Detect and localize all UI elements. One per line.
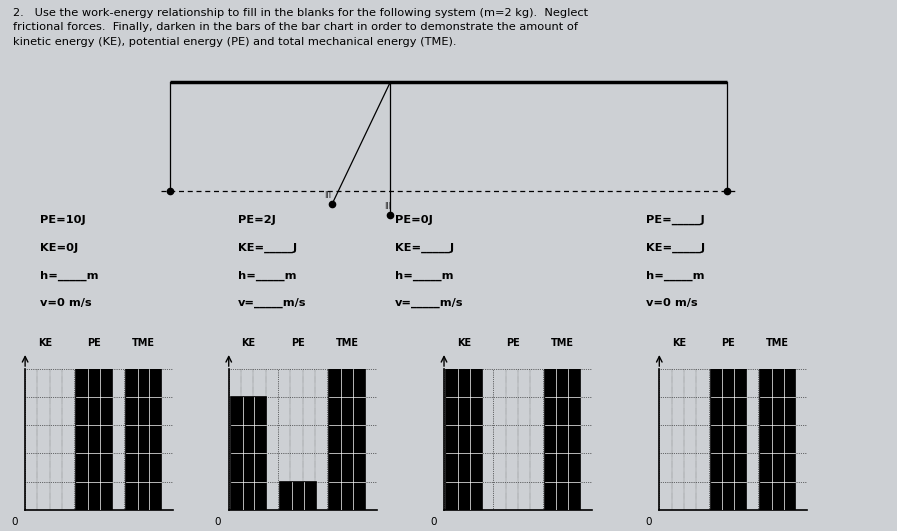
Text: v=0 m/s: v=0 m/s — [40, 298, 92, 308]
Text: kinetic energy (KE), potential energy (PE) and total mechanical energy (TME).: kinetic energy (KE), potential energy (P… — [13, 37, 457, 47]
Text: 0: 0 — [12, 517, 18, 527]
Text: PE: PE — [506, 338, 520, 348]
Text: KE=0J: KE=0J — [40, 243, 79, 253]
Text: KE: KE — [38, 338, 52, 348]
Text: PE: PE — [721, 338, 736, 348]
Text: KE: KE — [457, 338, 471, 348]
Text: TME: TME — [132, 338, 155, 348]
Text: h=_____m: h=_____m — [40, 270, 99, 280]
Text: v=0 m/s: v=0 m/s — [646, 298, 698, 308]
Text: KE=_____J: KE=_____J — [646, 243, 705, 253]
Bar — [329, 369, 365, 510]
Text: h=_____m: h=_____m — [395, 270, 453, 280]
Bar — [446, 369, 482, 510]
Text: v=_____m/s: v=_____m/s — [238, 298, 306, 308]
Text: |||: ||| — [324, 191, 331, 198]
Text: KE=_____J: KE=_____J — [238, 243, 297, 253]
Text: TME: TME — [551, 338, 574, 348]
Text: KE=_____J: KE=_____J — [395, 243, 454, 253]
Text: PE: PE — [87, 338, 101, 348]
Text: 0: 0 — [646, 517, 652, 527]
Text: h=_____m: h=_____m — [646, 270, 704, 280]
Bar — [280, 482, 316, 510]
Text: frictional forces.  Finally, darken in the bars of the bar chart in order to dem: frictional forces. Finally, darken in th… — [13, 22, 579, 32]
Text: 2.   Use the work-energy relationship to fill in the blanks for the following sy: 2. Use the work-energy relationship to f… — [13, 8, 588, 18]
Text: PE: PE — [291, 338, 305, 348]
Text: PE=2J: PE=2J — [238, 215, 275, 225]
Text: PE=0J: PE=0J — [395, 215, 432, 225]
Text: PE=_____J: PE=_____J — [646, 215, 704, 225]
Text: v=_____m/s: v=_____m/s — [395, 298, 463, 308]
Text: |||: ||| — [384, 202, 391, 209]
Text: h=_____m: h=_____m — [238, 270, 296, 280]
Text: PE=10J: PE=10J — [40, 215, 86, 225]
Text: 0: 0 — [431, 517, 437, 527]
Bar — [544, 369, 580, 510]
Bar — [76, 369, 112, 510]
Bar — [231, 397, 266, 510]
Text: TME: TME — [766, 338, 789, 348]
Text: 0: 0 — [215, 517, 222, 527]
Text: KE: KE — [241, 338, 256, 348]
Bar — [760, 369, 796, 510]
Bar — [126, 369, 161, 510]
Bar — [710, 369, 746, 510]
Text: KE: KE — [672, 338, 686, 348]
Text: TME: TME — [335, 338, 359, 348]
